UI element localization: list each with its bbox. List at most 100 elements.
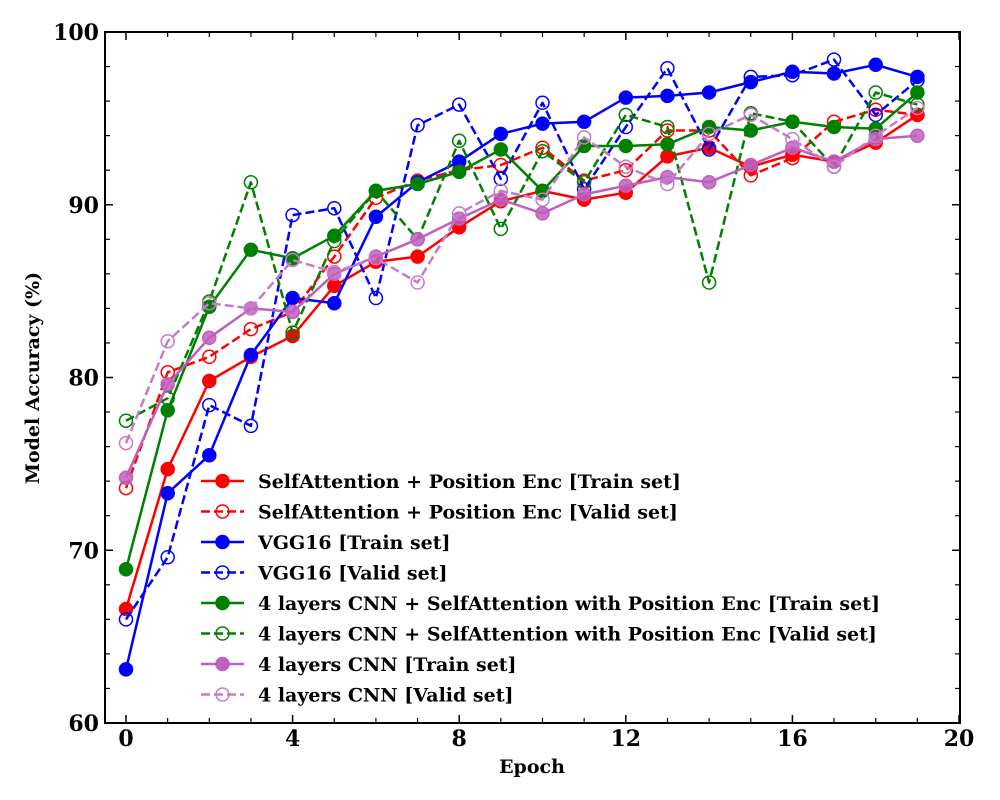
data-point [285,325,300,340]
data-point [327,278,342,294]
data-point [618,178,634,193]
legend-entry: SelfAttention + Position Enc [Train set] [201,471,681,493]
data-point [576,187,592,202]
data-point [285,207,300,223]
y-tick-label: 60 [68,711,99,737]
data-point [202,373,217,389]
data-point [243,347,259,363]
x-tick-label: 8 [452,726,467,752]
data-point [743,69,759,85]
data-point [368,251,384,266]
series-6 [118,85,925,428]
data-point [368,209,384,225]
data-point [535,95,550,111]
data-point [868,85,883,100]
legend-label: 4 layers CNN + SelfAttention with Positi… [258,593,880,615]
legend-entry: SelfAttention + Position Enc [Valid set] [201,502,678,524]
legend-label: VGG16 [Train set] [257,532,451,554]
data-point [202,397,217,413]
data-point [160,461,175,477]
data-point [785,114,800,130]
data-point [660,123,675,138]
data-point [826,52,842,67]
data-point [660,119,675,135]
data-point [327,249,342,264]
legend-entry: 4 layers CNN + SelfAttention with Positi… [201,624,877,646]
data-point [202,330,217,346]
legend: SelfAttention + Position Enc [Train set]… [201,471,880,707]
data-point [535,116,550,131]
series-8 [118,100,925,451]
plot-lines [118,52,925,677]
legend-marker [215,656,230,672]
x-tick-label: 12 [610,726,641,752]
legend-label: SelfAttention + Position Enc [Train set] [258,471,681,493]
data-point [910,100,925,116]
data-point [910,128,925,143]
data-point [535,143,550,159]
data-point [160,549,175,565]
data-point [118,435,134,451]
data-point [118,470,134,485]
legend-label: SelfAttention + Position Enc [Valid set] [258,502,678,524]
data-point [118,612,134,627]
legend-marker [215,687,230,702]
data-point [743,107,759,123]
legend-entry: VGG16 [Train set] [201,532,451,554]
data-point [701,85,717,100]
data-point [868,128,883,143]
data-point [243,321,259,337]
legend-entry: 4 layers CNN [Valid set] [201,685,513,707]
data-point [826,119,842,135]
data-point [160,485,175,501]
data-point [910,85,925,100]
data-point [910,97,925,112]
data-point [327,200,342,216]
legend-marker [215,565,230,580]
data-point [535,192,550,207]
series-1 [118,107,925,617]
data-point [285,290,300,306]
y-tick-label: 100 [53,20,99,46]
data-point [285,252,300,268]
legend-marker [215,595,230,611]
x-tick-label: 4 [285,726,300,752]
data-point [618,107,634,123]
data-point [910,69,925,85]
legend-label: 4 layers CNN [Train set] [258,654,517,676]
series-4 [118,52,925,627]
data-point [327,295,342,311]
y-axis-label: Model Accuracy (%) [22,272,44,484]
legend-marker [215,626,230,641]
data-point [660,149,675,164]
data-point [701,142,717,157]
data-point [701,126,717,142]
data-point [618,162,634,178]
data-point [410,118,425,133]
data-point [202,295,217,311]
data-point [868,107,883,123]
data-point [410,176,425,192]
data-point [118,662,134,677]
y-tick-label: 80 [68,366,99,392]
legend-label: 4 layers CNN + SelfAttention with Positi… [258,624,877,646]
data-point [202,447,217,463]
data-point [243,175,259,190]
legend-marker [215,504,230,519]
data-point [160,403,175,418]
y-tick-label: 90 [68,193,99,219]
data-point [410,275,425,290]
data-point [826,159,842,174]
data-point [451,206,467,221]
data-point [493,221,509,237]
legend-entry: 4 layers CNN + SelfAttention with Positi… [201,593,880,615]
data-point [368,183,384,199]
data-point [743,123,759,138]
data-point [493,183,509,199]
data-point [368,290,384,306]
legend-marker [215,534,230,550]
data-point [410,232,425,247]
data-point [660,88,675,104]
data-point [660,61,675,76]
